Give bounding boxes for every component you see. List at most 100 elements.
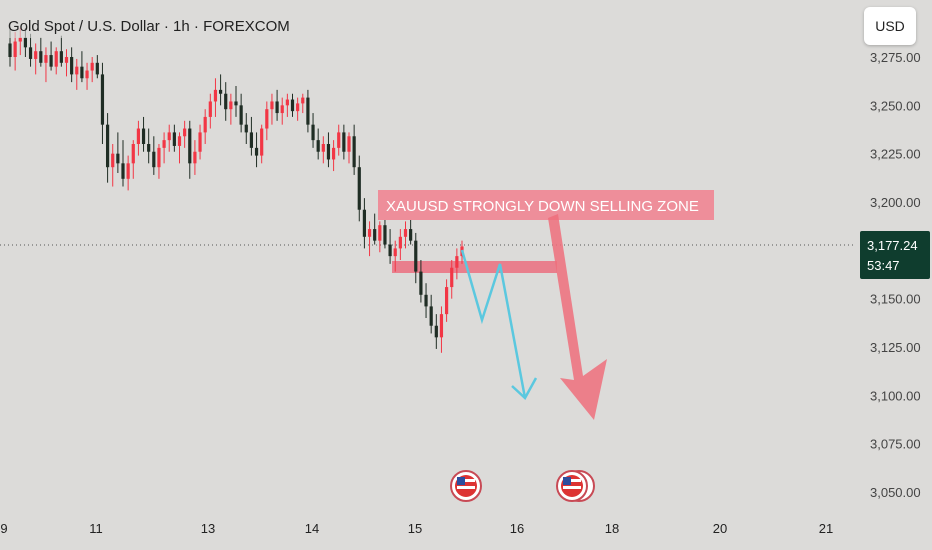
candle-body — [95, 62, 99, 75]
candle-body — [414, 240, 418, 272]
candle-body — [393, 248, 397, 257]
candle-body — [183, 128, 187, 137]
candle-body — [290, 99, 295, 112]
y-tick-label: 3,225.00 — [870, 147, 921, 162]
candle-body — [373, 229, 377, 241]
candle-body — [85, 70, 89, 79]
selling-zone-label-box — [378, 190, 714, 220]
candle-body — [260, 128, 264, 156]
candle-body — [383, 225, 387, 245]
candle-body — [424, 294, 428, 307]
candle-body — [213, 89, 218, 102]
candle-body — [321, 144, 325, 152]
y-tick-label: 3,200.00 — [870, 195, 921, 210]
big-down-arrow — [548, 214, 607, 420]
x-tick-label: 16 — [510, 521, 524, 536]
currency-button[interactable]: USD — [864, 7, 916, 45]
candle-body — [311, 124, 315, 141]
candle-body — [116, 153, 120, 164]
candle-body — [270, 101, 274, 110]
candle-body — [331, 147, 336, 160]
projection-arrowhead — [511, 377, 538, 401]
candle-body — [141, 128, 146, 144]
candle-body — [275, 101, 279, 114]
candle-body — [419, 271, 423, 295]
candle-body — [265, 109, 269, 129]
candle-body — [34, 51, 38, 59]
candle-body — [18, 37, 22, 42]
candle-body — [167, 132, 171, 141]
candle-body — [157, 147, 161, 168]
candle-body — [54, 51, 58, 67]
candle-body — [429, 306, 433, 326]
candle-body — [105, 124, 110, 168]
x-axis[interactable]: 9 11 13 14 15 16 18 20 21 — [0, 521, 833, 536]
event-flag-1[interactable] — [450, 470, 482, 502]
candle-body — [357, 167, 361, 210]
candle-body — [152, 151, 156, 168]
candle-body — [39, 51, 43, 63]
x-tick-label: 13 — [201, 521, 215, 536]
candle-body — [316, 140, 320, 152]
candle-body — [80, 66, 84, 79]
candle-body — [254, 147, 259, 156]
price-badge-value: 3,177.24 — [867, 238, 918, 253]
x-tick-label: 21 — [819, 521, 833, 536]
candle-body — [126, 163, 130, 179]
candle-body — [70, 57, 74, 75]
candle-body — [13, 41, 17, 57]
y-tick-label: 3,100.00 — [870, 388, 921, 403]
candle-body — [280, 105, 284, 114]
candle-body — [64, 57, 69, 63]
chart-title: Gold Spot / U.S. Dollar · 1h · FOREXCOM — [8, 18, 290, 35]
x-tick-label: 15 — [408, 521, 422, 536]
candle-body — [131, 144, 135, 164]
price-badge — [860, 231, 930, 279]
candle-body — [388, 244, 392, 257]
candle-body — [455, 256, 459, 268]
price-badge-countdown: 53:47 — [867, 258, 900, 273]
candle-body — [121, 163, 125, 179]
y-tick-label: 3,125.00 — [870, 340, 921, 355]
candle-body — [362, 209, 367, 237]
candle-body — [193, 151, 197, 164]
candle-body — [177, 136, 182, 146]
event-flag-2[interactable] — [556, 470, 595, 502]
candle-body — [337, 132, 341, 148]
candle-body — [229, 101, 233, 110]
candle-body — [347, 136, 351, 152]
candle-body — [162, 140, 166, 148]
candle-body — [367, 229, 372, 237]
candle-body — [239, 105, 243, 125]
candle-body — [352, 136, 356, 168]
x-tick-label: 11 — [89, 521, 103, 536]
x-tick-label: 14 — [305, 521, 319, 536]
y-tick-label: 3,150.00 — [870, 292, 921, 307]
candle-body — [8, 43, 12, 57]
candle-body — [450, 267, 454, 288]
x-tick-label: 18 — [605, 521, 619, 536]
candle-body — [203, 116, 207, 133]
candle-body — [296, 103, 300, 112]
candle-body — [136, 128, 141, 144]
candle-body — [100, 74, 105, 125]
candle-body — [224, 93, 228, 110]
candle-body — [147, 144, 151, 152]
candle-body — [111, 153, 115, 168]
candle-body — [188, 128, 192, 164]
candle-body — [234, 101, 238, 106]
candle-body — [172, 132, 176, 146]
x-tick-label: 9 — [0, 521, 7, 536]
candle-body — [49, 55, 53, 67]
candle-body — [409, 229, 413, 241]
y-axis[interactable]: 3,275.00 3,250.00 3,225.00 3,200.00 3,150.00… — [870, 50, 921, 500]
candle-body — [75, 66, 79, 75]
candle-body — [342, 132, 346, 152]
candle-body — [249, 132, 254, 148]
candle-body — [306, 97, 310, 125]
candle-body — [378, 225, 382, 241]
y-tick-label: 3,075.00 — [870, 437, 921, 452]
candle-body — [23, 37, 28, 48]
